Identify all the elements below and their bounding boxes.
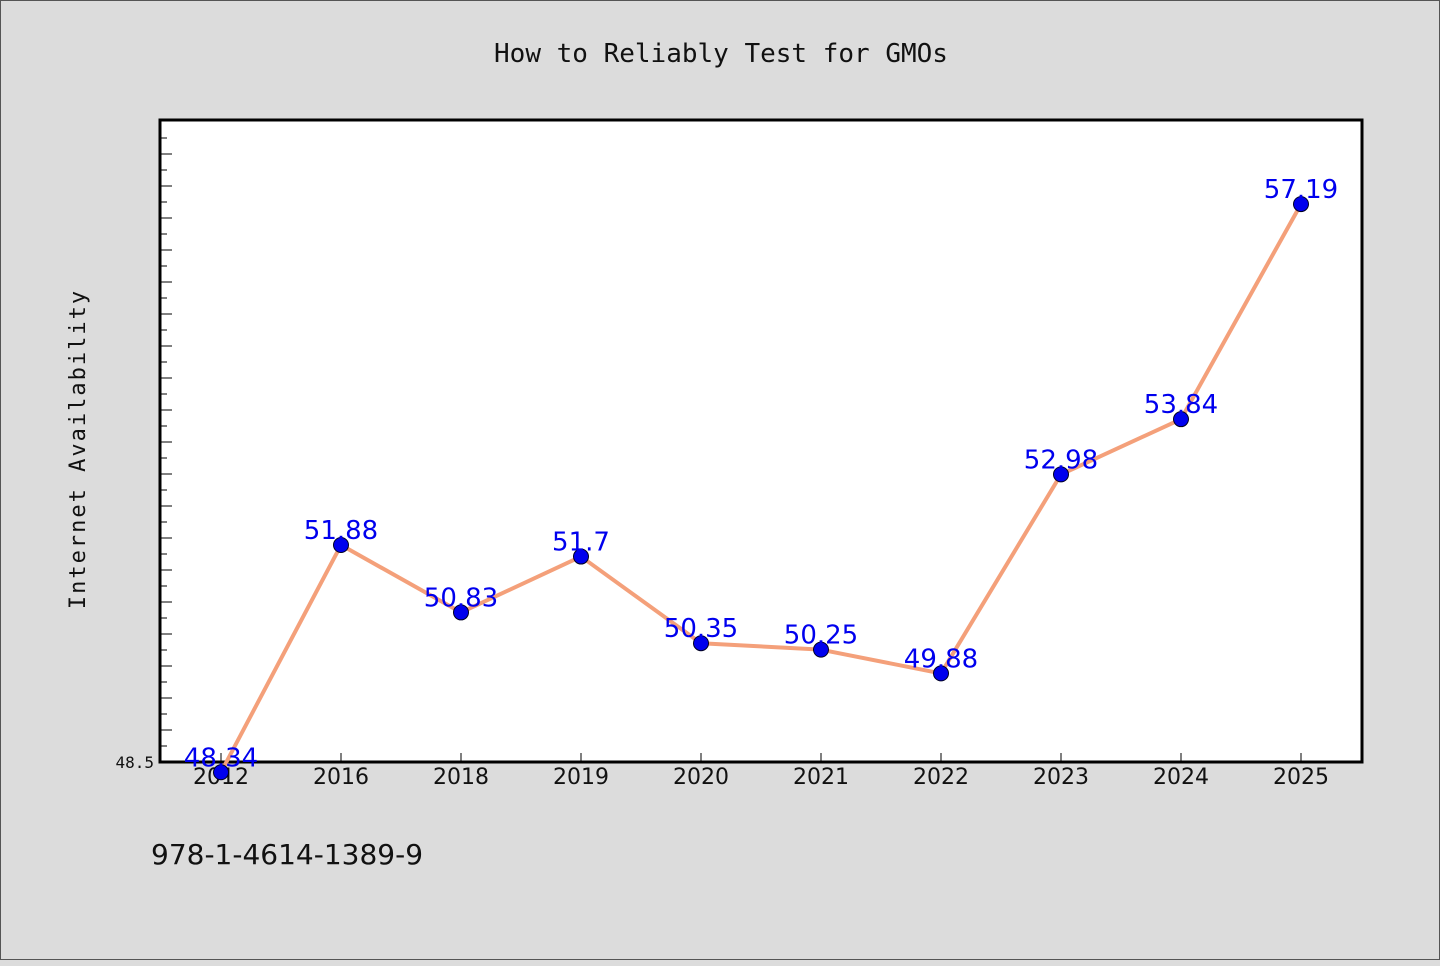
data-point	[213, 764, 229, 781]
data-point	[813, 641, 829, 658]
x-tick-label: 2025	[1273, 765, 1329, 790]
x-tick-label: 2016	[313, 765, 369, 790]
x-tick-label: 2022	[913, 765, 969, 790]
data-point	[1293, 196, 1309, 213]
chart-title: How to Reliably Test for GMOs	[494, 39, 948, 69]
data-labels: 48.34 51.88 50.83 51.7 50.35 50.25 49.88 52.98 5…	[184, 175, 1338, 773]
data-point	[573, 548, 589, 565]
series-line-group	[219, 202, 1303, 775]
x-tick-label: 2018	[433, 765, 489, 790]
data-label: 48.34	[184, 743, 258, 773]
series-line	[219, 202, 1303, 775]
data-label: 52.98	[1024, 445, 1098, 475]
data-point	[1053, 466, 1069, 483]
data-label: 50.35	[664, 614, 738, 644]
x-tick-label: 2020	[673, 765, 729, 790]
data-label: 50.25	[784, 621, 858, 651]
data-point	[693, 635, 709, 652]
y-tick-label: 48.5	[115, 753, 154, 772]
x-tick-label: 2019	[553, 765, 609, 790]
data-label: 49.88	[904, 644, 978, 674]
y-axis-ticks	[160, 137, 172, 763]
data-label: 51.7	[552, 528, 610, 558]
x-tick-label: 2023	[1033, 765, 1089, 790]
x-tick-label: 2024	[1153, 765, 1209, 790]
x-axis-ticks	[220, 753, 1302, 762]
data-point	[453, 604, 469, 621]
x-axis-tick-labels: 2012201620182019202020212022202320242025	[193, 765, 1329, 790]
y-axis-label: Internet Availability	[66, 289, 91, 609]
footer-isbn: 978-1-4614-1389-9	[151, 838, 423, 871]
data-point	[933, 665, 949, 682]
plot-area	[158, 118, 1364, 764]
data-point	[333, 537, 349, 554]
x-tick-label: 2021	[793, 765, 849, 790]
data-label: 51.88	[304, 516, 378, 546]
data-label: 53.84	[1144, 390, 1218, 420]
data-markers	[213, 196, 1309, 781]
data-point	[1173, 411, 1189, 428]
y-axis-tick-labels: 48.5	[115, 753, 154, 772]
data-label: 57.19	[1264, 175, 1338, 205]
data-label: 50.83	[424, 583, 498, 613]
